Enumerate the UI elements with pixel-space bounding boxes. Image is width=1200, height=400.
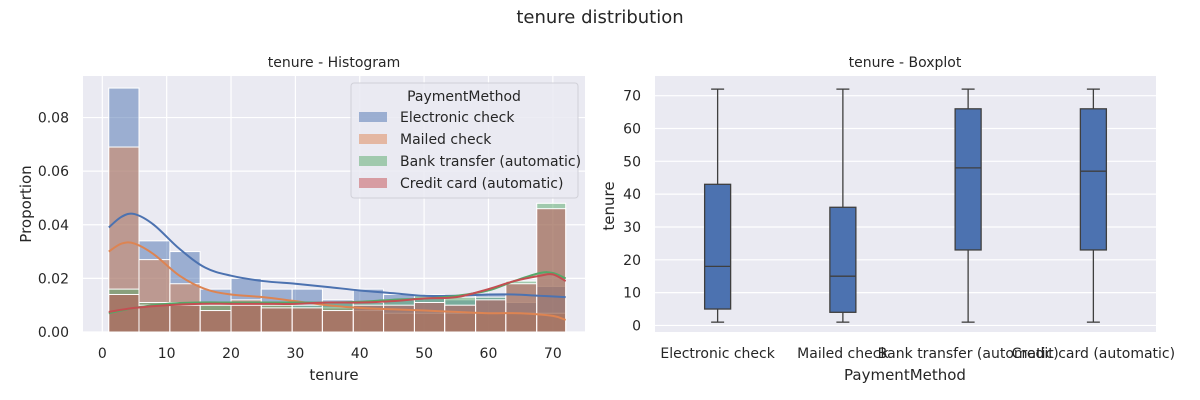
histogram-x-tick-label: 30 xyxy=(286,346,304,362)
boxplot-box xyxy=(829,206,857,313)
boxplot-x-tick-label: Bank transfer (automatic) xyxy=(878,346,1059,362)
boxplot-y-tick-label: 40 xyxy=(623,187,641,203)
boxplot-y-tick-label: 30 xyxy=(623,220,641,236)
boxplot-box-group xyxy=(954,88,982,323)
boxplot-box-group xyxy=(829,88,857,323)
histogram-y-tick-labels: 0.00 0.02 0.04 0.06 0.08 xyxy=(38,111,69,341)
histogram-x-tick-label: 20 xyxy=(222,346,240,362)
histogram-y-tick-label: 0.04 xyxy=(38,218,69,234)
boxplot-y-tick-label: 20 xyxy=(623,253,641,269)
histogram-y-tick-label: 0.00 xyxy=(38,325,69,341)
histogram-x-tick-labels: 0 10 20 30 40 50 60 70 xyxy=(98,346,562,362)
boxplot-y-tick-labels: 0 10 20 30 40 50 60 70 xyxy=(623,89,641,335)
histogram-x-tick-label: 40 xyxy=(351,346,369,362)
boxplot-box xyxy=(954,108,982,251)
histogram-y-axis-label: Proportion xyxy=(17,165,35,242)
boxplot-y-tick-label: 50 xyxy=(623,154,641,170)
legend-title: PaymentMethod xyxy=(407,89,521,105)
boxplot-gridlines xyxy=(655,95,1156,327)
legend-entry-mailed-check: Mailed check xyxy=(359,132,492,148)
legend-label-credit-card: Credit card (automatic) xyxy=(400,176,563,192)
boxplot-y-axis-label: tenure xyxy=(600,181,618,230)
legend-label-bank-transfer: Bank transfer (automatic) xyxy=(400,154,581,170)
histogram-x-tick-label: 70 xyxy=(544,346,562,362)
histogram-panel: 0 10 20 30 40 50 60 70 0.00 0.02 0.04 0.06 0.08 ten… xyxy=(17,55,585,384)
histogram-title: tenure - Histogram xyxy=(268,55,401,71)
legend-frame xyxy=(350,82,579,199)
legend-label-electronic-check: Electronic check xyxy=(400,110,515,126)
histogram-bar-credit-card-automatic xyxy=(291,307,323,333)
kde-line-credit-card-automatic xyxy=(108,273,567,313)
histogram-x-tick-label: 0 xyxy=(98,346,107,362)
legend-swatch-bank-transfer xyxy=(359,156,387,166)
boxplot-y-tick-label: 10 xyxy=(623,286,641,302)
histogram-bar-credit-card-automatic xyxy=(413,302,446,333)
histogram-x-tick-label: 10 xyxy=(158,346,176,362)
boxplot-x-tick-label: Mailed check xyxy=(797,346,889,362)
boxplot-box-group xyxy=(703,88,732,323)
histogram-y-tick-label: 0.08 xyxy=(38,111,69,127)
histogram-bar-credit-card-automatic xyxy=(230,304,262,333)
boxplot-y-tick-label: 60 xyxy=(623,122,641,138)
histogram-y-tick-label: 0.06 xyxy=(38,164,69,180)
legend-entry-bank-transfer: Bank transfer (automatic) xyxy=(359,154,581,170)
legend-label-mailed-check: Mailed check xyxy=(400,132,492,148)
histogram-bars xyxy=(108,87,567,333)
legend-swatch-electronic-check xyxy=(359,112,387,122)
histogram-x-tick-label: 50 xyxy=(415,346,433,362)
histogram-bar-credit-card-automatic xyxy=(260,307,293,333)
boxplot-boxes xyxy=(703,88,1108,323)
boxplot-box-group xyxy=(1079,88,1108,323)
boxplot-y-tick-label: 70 xyxy=(623,89,641,105)
histogram-bar-credit-card-automatic xyxy=(505,283,538,333)
histogram-bar-credit-card-automatic xyxy=(536,208,567,333)
histogram-y-tick-label: 0.02 xyxy=(38,271,69,287)
boxplot-plot-background xyxy=(655,76,1156,332)
boxplot-y-tick-label: 0 xyxy=(632,318,641,334)
figure-suptitle: tenure distribution xyxy=(516,7,683,28)
histogram-bar-credit-card-automatic xyxy=(199,310,232,333)
legend-entry-credit-card: Credit card (automatic) xyxy=(359,176,563,192)
kde-line-electronic-check xyxy=(108,212,566,299)
histogram-bar-credit-card-automatic xyxy=(169,304,201,333)
legend-swatch-mailed-check xyxy=(359,134,387,144)
legend-entry-electronic-check: Electronic check xyxy=(359,110,515,126)
boxplot-x-tick-label: Electronic check xyxy=(660,346,775,362)
boxplot-x-axis-label: PaymentMethod xyxy=(844,366,966,384)
histogram-bar-credit-card-automatic xyxy=(321,310,354,333)
histogram-legend: PaymentMethod Electronic check Mailed ch… xyxy=(350,82,581,199)
histogram-x-axis-label: tenure xyxy=(309,366,358,384)
boxplot-box xyxy=(703,183,732,310)
boxplot-title: tenure - Boxplot xyxy=(849,55,962,71)
histogram-bar-credit-card-automatic xyxy=(475,299,507,333)
boxplot-box xyxy=(1079,108,1108,251)
boxplot-x-tick-label: Credit card (automatic) xyxy=(1012,346,1175,362)
histogram-x-tick-label: 60 xyxy=(480,346,498,362)
histogram-kde-lines xyxy=(108,212,567,321)
histogram-bar-credit-card-automatic xyxy=(138,304,171,333)
legend-swatch-credit-card xyxy=(359,178,387,188)
histogram-bar-credit-card-automatic xyxy=(444,304,477,333)
